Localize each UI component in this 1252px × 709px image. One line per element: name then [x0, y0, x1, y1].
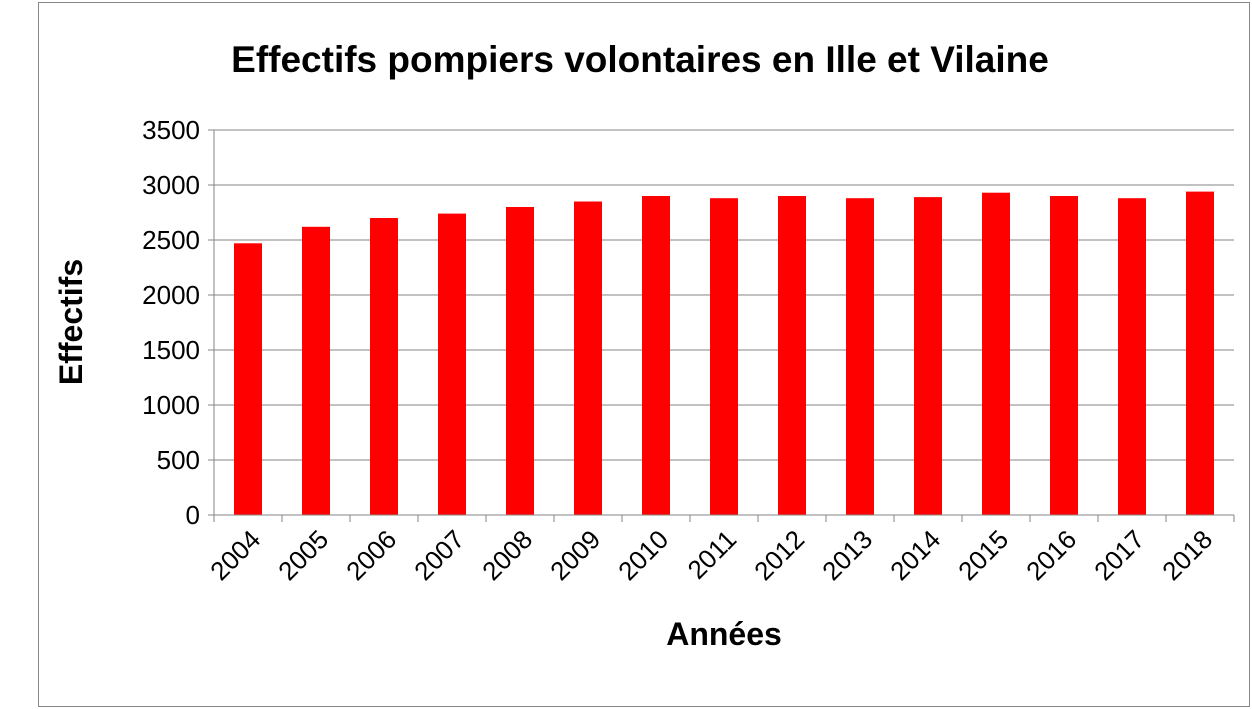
y-tick-label: 2000: [142, 280, 200, 310]
y-tick-label: 2500: [142, 225, 200, 255]
y-axis-title: Effectifs: [53, 259, 89, 385]
bar: [1118, 198, 1146, 515]
chart-title: Effectifs pompiers volontaires en Ille e…: [231, 39, 1049, 80]
bar: [914, 197, 942, 515]
y-tick-label: 3500: [142, 115, 200, 145]
bar: [846, 198, 874, 515]
bar: [302, 226, 330, 516]
bar: [778, 196, 806, 515]
y-tick-label: 1000: [142, 390, 200, 420]
bar: [370, 218, 398, 515]
y-tick-label: 500: [157, 445, 200, 475]
bar: [234, 243, 262, 516]
x-axis-title: Années: [666, 616, 782, 652]
y-tick-label: 1500: [142, 335, 200, 365]
bar: [710, 198, 738, 515]
bar: [642, 196, 670, 515]
y-tick-label: 3000: [142, 170, 200, 200]
bar: [982, 192, 1010, 515]
y-tick-label: 0: [186, 500, 200, 530]
bar: [574, 201, 602, 515]
bar: [1186, 191, 1214, 515]
bar: [438, 213, 466, 515]
bar: [1050, 196, 1078, 515]
bar: [506, 207, 534, 515]
